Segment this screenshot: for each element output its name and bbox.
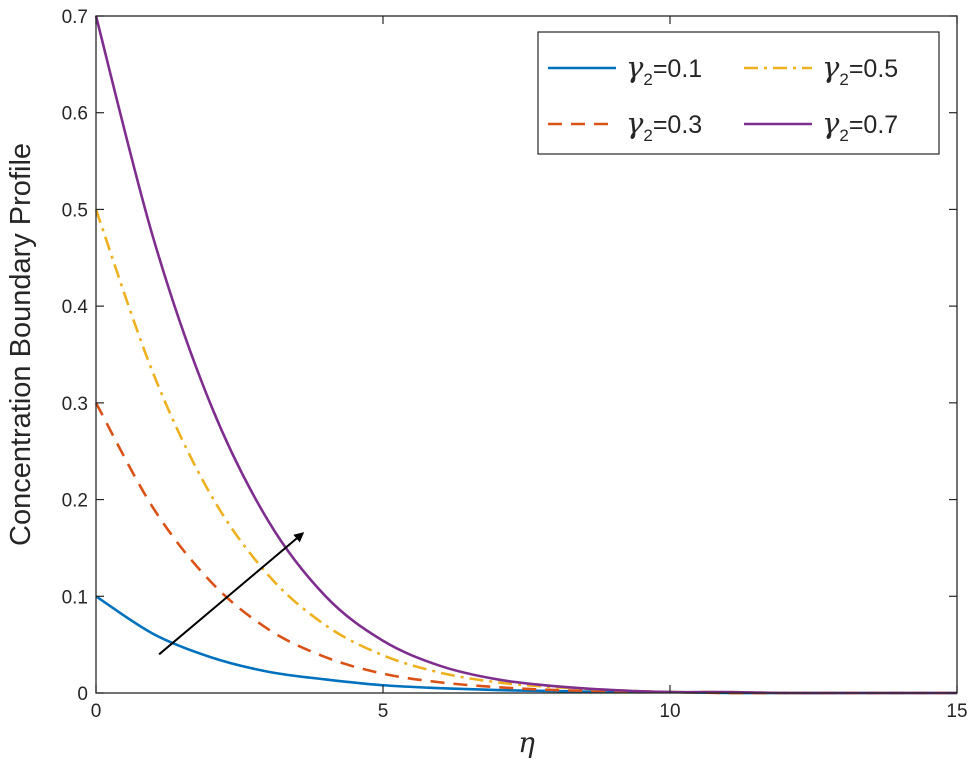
- legend-entry-label: γ2=0.5: [822, 50, 898, 89]
- y-tick-label: 0.5: [62, 200, 88, 221]
- legend-value: =0.5: [849, 55, 898, 83]
- annotation-layer: [158, 532, 305, 656]
- y-tick-label: 0: [77, 684, 88, 705]
- x-axis-title: η: [518, 726, 535, 759]
- legend-subscript: 2: [643, 126, 652, 145]
- series-line-1: [95, 595, 957, 695]
- legend-entry-label: γ2=0.1: [626, 50, 702, 89]
- y-tick-labels: 0 0.1 0.2 0.3 0.4 0.5 0.6 0.7: [62, 7, 89, 705]
- legend-box: [537, 31, 940, 155]
- y-tick-label: 0.4: [62, 297, 89, 318]
- x-tick-label: 15: [946, 701, 967, 722]
- legend: γ2=0.1 γ2=0.5γ2=0.3 γ2=0.7: [537, 31, 940, 155]
- legend-subscript: 2: [643, 70, 652, 89]
- legend-symbol: γ: [822, 50, 840, 84]
- y-axis-title: Concentration Boundary Profile: [5, 143, 37, 546]
- y-tick-label: 0.6: [62, 104, 88, 125]
- legend-entry-label: γ2=0.7: [822, 106, 898, 145]
- legend-symbol: γ: [822, 106, 840, 140]
- y-tick-label: 0.3: [62, 394, 88, 415]
- axis-ticks: [95, 15, 958, 694]
- legend-value: =0.3: [653, 111, 702, 139]
- x-tick-label: 0: [91, 701, 102, 722]
- x-tick-label: 5: [378, 701, 389, 722]
- series-line-3: [94, 209, 957, 695]
- legend-value: =0.1: [653, 55, 702, 83]
- plot-area-frame: [95, 15, 958, 694]
- y-tick-label: 0.2: [62, 491, 88, 512]
- y-tick-label: 0.7: [62, 7, 88, 28]
- x-tick-label: 10: [659, 701, 680, 722]
- series-line-2: [94, 402, 957, 695]
- legend-value: =0.7: [849, 111, 898, 139]
- y-tick-label: 0.1: [62, 587, 88, 608]
- trend-arrow: [158, 532, 305, 656]
- legend-symbol: γ: [626, 50, 644, 84]
- x-tick-labels: 0 5 10 15: [91, 701, 968, 722]
- legend-subscript: 2: [839, 126, 848, 145]
- legend-symbol: γ: [626, 106, 644, 140]
- legend-subscript: 2: [839, 70, 848, 89]
- legend-entry-label: γ2=0.3: [626, 106, 702, 145]
